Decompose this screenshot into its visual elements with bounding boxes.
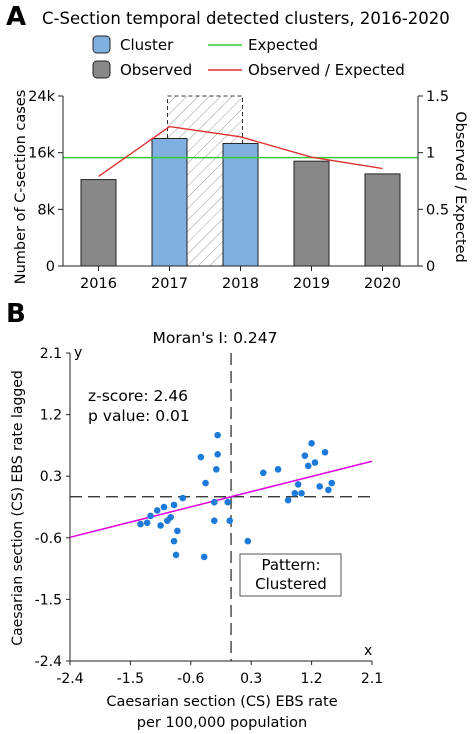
data-point-13 [197,453,205,461]
data-point-29 [298,490,305,497]
panel-a-y-axis-label: Number of C-section cases [13,90,29,285]
data-point-18 [214,431,221,439]
x-tick-label-3: 0.3 [240,671,262,687]
y-tick-label-0: -2.4 [35,654,62,670]
data-point-16 [214,450,221,458]
x-tick-label-2018: 2018 [222,276,259,292]
bar-2017 [151,138,188,267]
pattern-label: Pattern: [261,556,320,574]
x-axis-letter: x [364,643,372,659]
data-point-21 [224,498,232,506]
y-tick-label-3: 24k [28,89,55,105]
data-point-15 [210,498,218,506]
data-point-17 [213,466,220,473]
z-score-label: z-score: 2.46 [88,387,188,405]
legend-swatch-cluster [92,35,111,54]
panel-a-right-axis-label: Observed / Expected [452,111,468,263]
data-point-19 [210,517,218,524]
legend-label-observed: Observed [120,61,192,79]
x-tick-label-4: 1.2 [300,671,322,687]
data-point-4 [160,503,168,511]
data-point-34 [316,483,323,490]
x-tick-label-2020: 2020 [364,276,401,292]
data-point-0 [137,520,144,528]
observed-expected-line [98,125,383,178]
data-point-11 [172,551,180,559]
x-tick-label-2: -0.6 [177,671,204,687]
data-point-33 [311,459,319,466]
panel-a-title: C-Section temporal detected clusters, 20… [42,9,450,28]
panel-b-x-axis-label: Caesarian section (CS) EBS rate [106,694,337,710]
x-tick-label-2019: 2019 [293,276,330,292]
data-point-2 [147,512,154,520]
y-tick-label-1: -1.5 [35,592,62,608]
panel-b-y-axis-label: Caesarian section (CS) EBS rate lagged [10,370,26,645]
y-tick-label-2: -0.6 [35,531,62,547]
data-point-9 [174,527,181,535]
pattern-value: Clustered [255,575,327,593]
panel-b-x-axis-label-line2: per 100,000 population [137,715,307,731]
y-tick-label-4: 1.2 [40,408,62,424]
right-tick-label-2: 1 [426,146,435,162]
x-tick-label-5: 2.1 [361,671,383,687]
regression-line [69,460,373,539]
y-tick-label-3: 0.3 [40,469,62,485]
data-point-36 [325,486,332,494]
x-tick-label-0: -2.4 [56,671,83,687]
data-point-23 [244,537,252,545]
legend-label-expected: Expected [248,36,318,54]
data-point-37 [328,479,336,487]
data-point-24 [259,469,267,477]
panel-a-chart: 2016 2017 2018 2019 2020 0 8k 16k 24k 0 0.5 1 1.5 [28,89,449,292]
y-axis-letter: y [74,345,82,361]
data-point-7 [157,522,164,529]
data-point-3 [153,507,161,514]
panel-a-letter: A [6,2,26,32]
x-tick-label-2016: 2016 [80,276,117,292]
y-tick-label-2: 16k [28,146,55,162]
pattern-box [239,553,342,597]
bar-2016 [80,179,117,267]
data-point-27 [291,490,299,497]
data-point-25 [274,466,282,473]
panel-b-letter: B [6,299,26,329]
panel-b-title: Moran's I: 0.247 [153,329,278,347]
legend-swatch-observed [92,60,111,79]
bar-2019 [293,160,330,267]
data-point-6 [167,513,174,521]
data-point-22 [226,517,234,524]
y-tick-label-5: 2.1 [40,346,62,362]
panel-a-legend: Cluster Expected Observed Observed / Expect… [92,35,405,79]
p-value-label: p value: 0.01 [88,407,190,425]
data-point-31 [304,462,312,470]
x-tick-label-2017: 2017 [151,276,188,292]
data-point-1 [143,519,151,527]
data-point-26 [284,496,292,504]
x-tick-label-1: -1.5 [117,671,144,687]
legend-label-cluster: Cluster [120,36,174,54]
data-point-35 [321,448,329,456]
panel-b-chart: y x -2.4-2.4 -1.5 -1.5 -0.6 -0.6 0.3 0.3 1.2 1.2 2.… [35,345,383,687]
bar-2020 [364,173,401,267]
right-tick-label-3: 1.5 [426,89,449,105]
data-point-30 [301,452,309,459]
data-point-32 [308,440,315,447]
y-tick-label-0: 0 [46,259,55,275]
right-tick-label-1: 0.5 [426,202,449,218]
data-point-12 [179,494,187,502]
right-tick-label-0: 0 [426,259,435,275]
y-tick-label-1: 8k [37,202,55,218]
data-point-20 [200,553,208,561]
legend-label-observed-expected: Observed / Expected [248,61,405,79]
data-point-14 [202,479,209,487]
data-point-28 [294,481,302,488]
data-point-10 [170,537,178,545]
bar-2018 [222,142,259,267]
data-point-8 [170,501,178,509]
